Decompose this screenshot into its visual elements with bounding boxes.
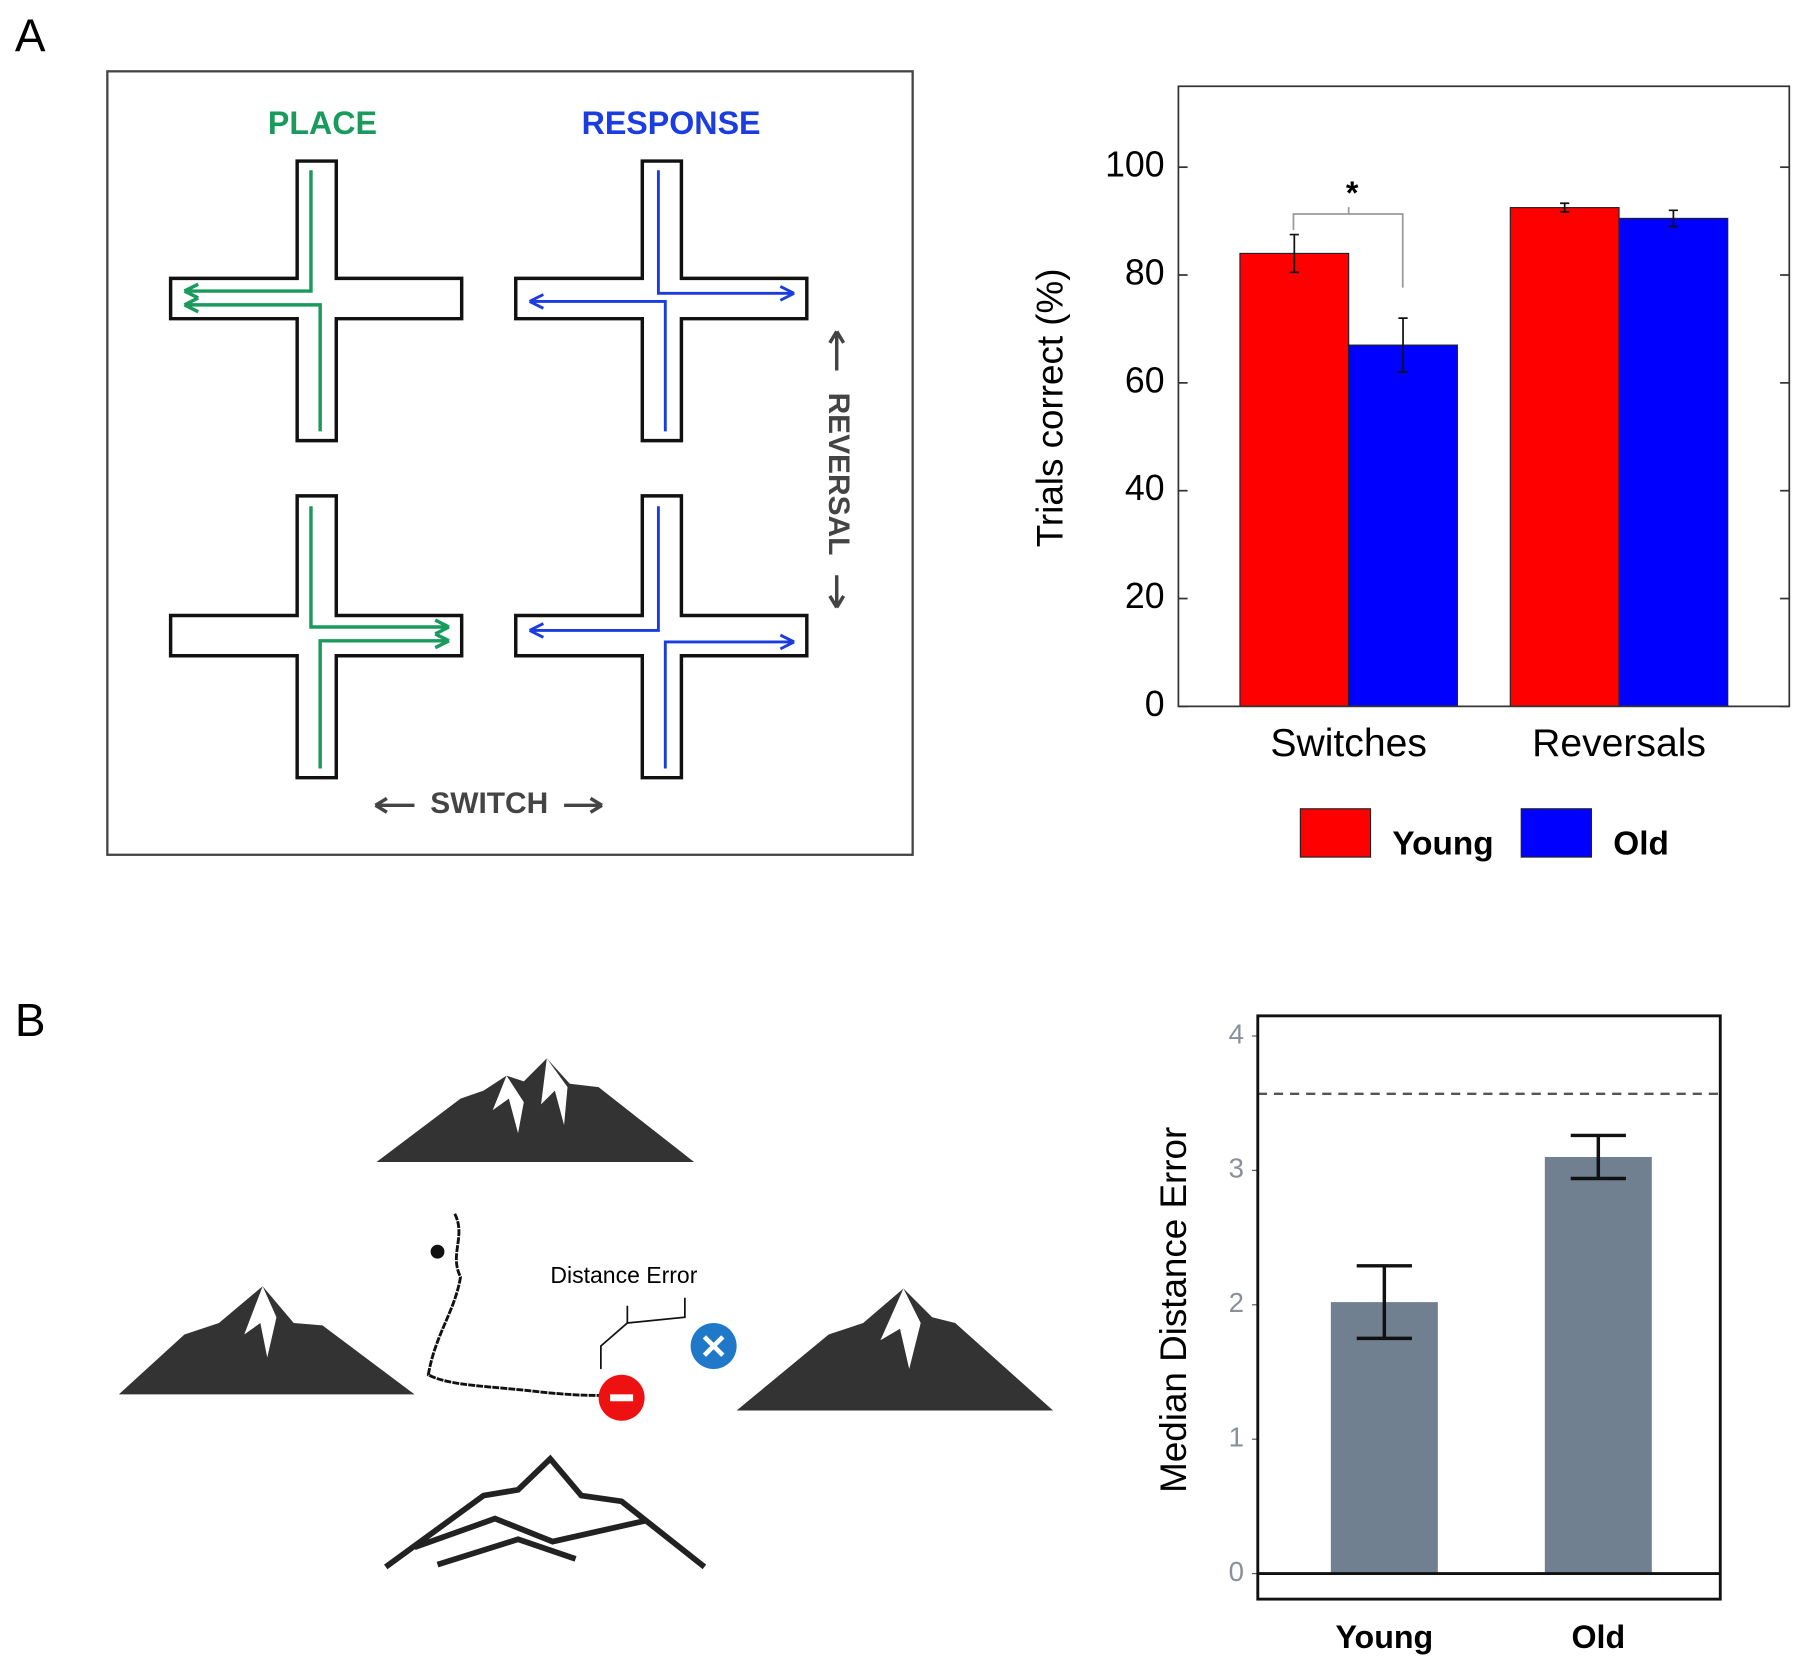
place-label: PLACE	[268, 105, 377, 141]
error-bar	[1668, 209, 1678, 228]
switch-arrows	[374, 796, 603, 814]
y-axis-label: Median Distance Error	[1153, 1127, 1194, 1493]
y-tick-label: 40	[1125, 468, 1165, 508]
panel-label: B	[15, 994, 46, 1046]
maze-frame	[106, 70, 914, 856]
mountain-snow	[244, 1058, 921, 1370]
x-tick-label: Young	[1335, 1619, 1433, 1655]
error-bar	[1570, 1133, 1626, 1181]
bar	[1618, 217, 1729, 707]
x-tick-label: Switches	[1270, 722, 1427, 765]
error-bar	[1356, 1264, 1412, 1341]
y-tick-label: 4	[1229, 1018, 1244, 1049]
path-trace	[426, 1213, 601, 1397]
y-tick-label: 60	[1125, 360, 1165, 400]
x-tick-label: Reversals	[1532, 722, 1706, 765]
place-arrows	[183, 170, 450, 769]
error-bar	[1289, 233, 1299, 274]
y-tick-label: 1	[1229, 1421, 1244, 1452]
switch-label: SWITCH	[430, 787, 548, 820]
y-tick-label: 20	[1125, 576, 1165, 616]
bar	[1348, 344, 1458, 707]
goal-marker-x	[702, 1335, 725, 1357]
x-tick-label: Old	[1571, 1619, 1625, 1655]
legend-swatch	[1299, 808, 1372, 858]
y-tick-label: 3	[1229, 1153, 1244, 1184]
bar	[1509, 207, 1620, 707]
legend-swatch	[1520, 808, 1592, 858]
error-bar	[1398, 317, 1408, 373]
bar	[1239, 252, 1350, 707]
reversal-arrows	[828, 330, 846, 609]
outline-mountain	[384, 1454, 707, 1570]
distance-brace	[600, 1297, 686, 1370]
response-marker-minus	[610, 1394, 634, 1402]
mountains	[118, 1058, 1054, 1411]
bar	[1330, 1302, 1438, 1574]
distance-error-label: Distance Error	[550, 1262, 697, 1288]
response-label: RESPONSE	[582, 105, 761, 141]
significance-star: *	[1346, 175, 1359, 211]
response-arrows	[528, 170, 795, 769]
plot-frame	[1177, 85, 1791, 708]
maze-diagram: PLACE RESPONSE REVERSAL SWITCH	[106, 70, 914, 856]
y-tick-label: 2	[1229, 1287, 1244, 1318]
y-tick-label: 0	[1229, 1556, 1244, 1587]
navigation-diagram: Distance Error	[118, 1058, 1054, 1570]
legend-label: Old	[1613, 825, 1669, 862]
panel-label: A	[15, 9, 46, 61]
walker	[430, 1244, 445, 1259]
reversal-label: REVERSAL	[822, 393, 855, 556]
error-bar	[1560, 202, 1570, 213]
plot-frame	[1256, 1014, 1722, 1601]
y-tick-label: 100	[1105, 145, 1165, 185]
significance-bracket	[1292, 207, 1404, 288]
y-axis-label: Trials correct (%)	[1030, 268, 1071, 547]
y-tick-label: 80	[1125, 252, 1165, 292]
y-tick-label: 0	[1145, 684, 1165, 724]
legend-label: Young	[1392, 825, 1493, 862]
bar	[1544, 1156, 1652, 1574]
